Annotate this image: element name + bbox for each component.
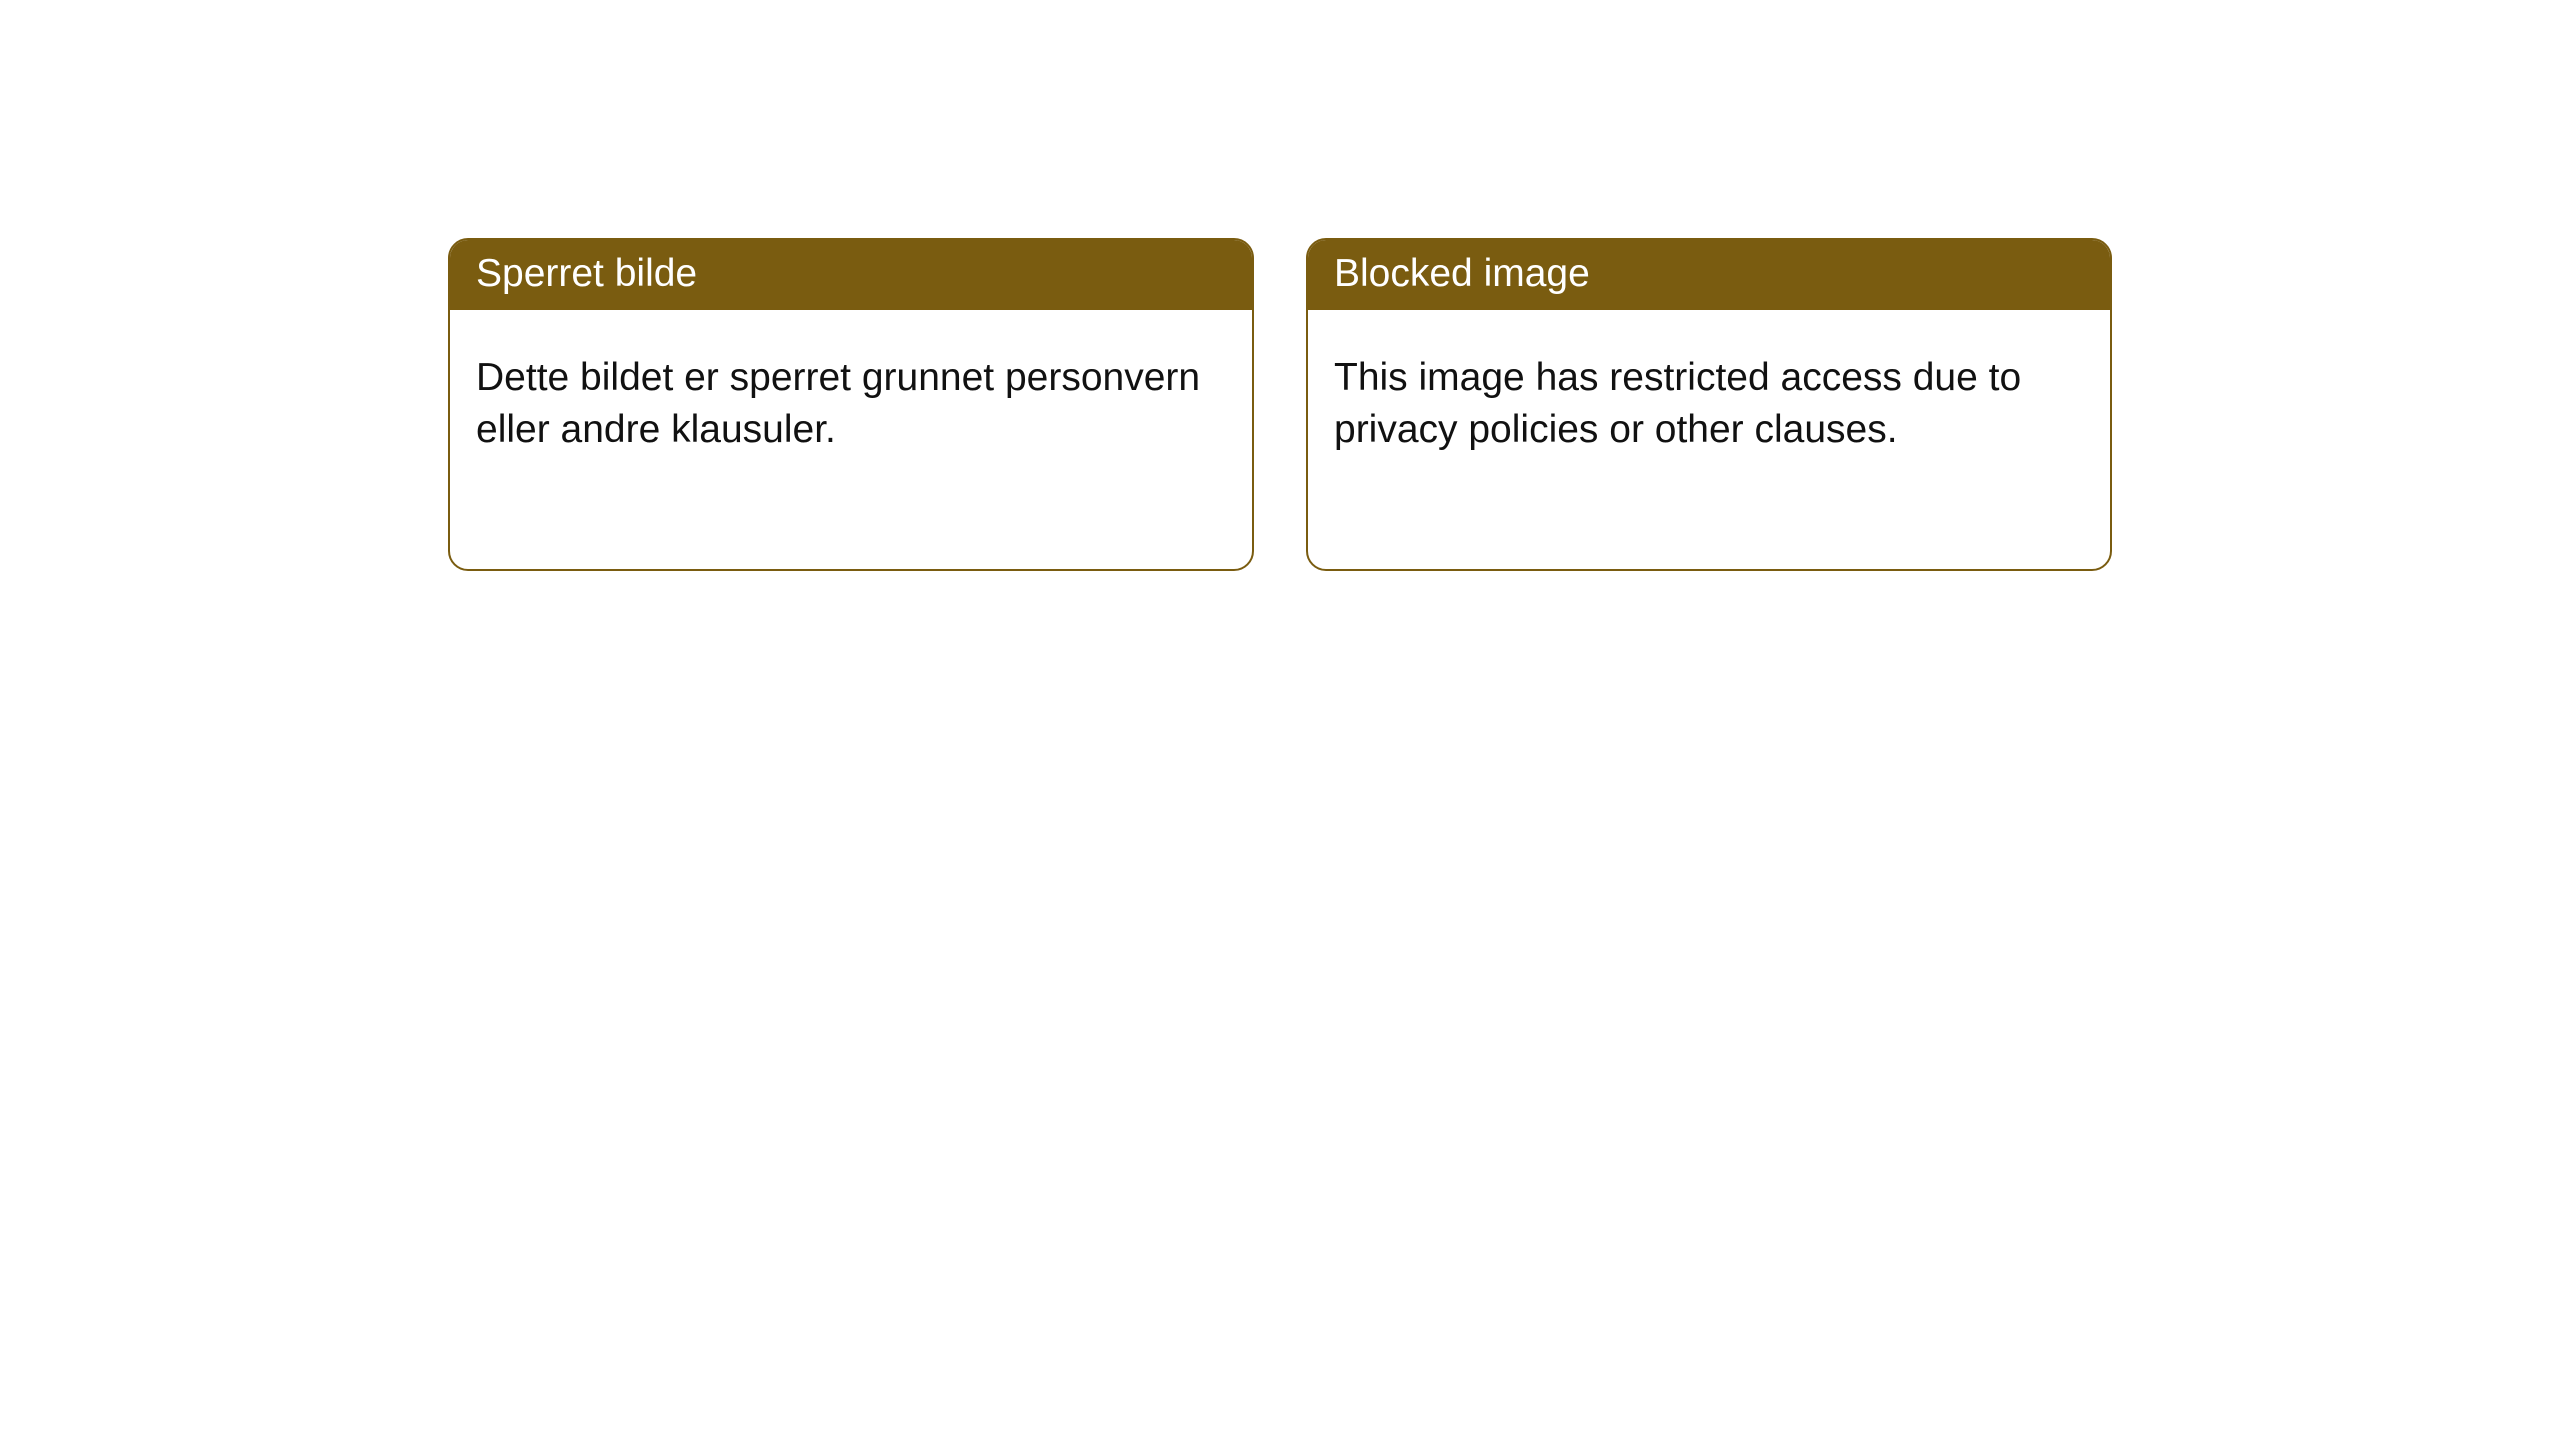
notice-card-norwegian: Sperret bilde Dette bildet er sperret gr…: [448, 238, 1254, 571]
notice-card-body: Dette bildet er sperret grunnet personve…: [450, 310, 1252, 482]
notice-cards-container: Sperret bilde Dette bildet er sperret gr…: [0, 0, 2560, 571]
notice-card-english: Blocked image This image has restricted …: [1306, 238, 2112, 571]
notice-card-title: Blocked image: [1308, 240, 2110, 310]
notice-card-title: Sperret bilde: [450, 240, 1252, 310]
notice-card-body: This image has restricted access due to …: [1308, 310, 2110, 482]
